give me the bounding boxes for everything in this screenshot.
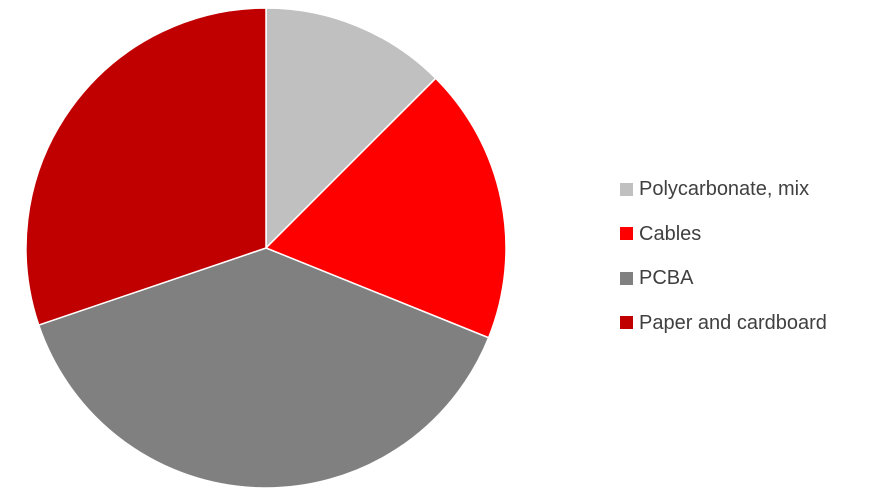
legend-label-polycarbonate: Polycarbonate, mix [639,178,810,201]
pie-slice-pcba [37,247,490,489]
legend-swatch-pcba [620,271,633,285]
legend-swatch-polycarbonate [620,182,633,196]
legend-item-cables: Cables [620,212,875,257]
legend-item-polycarbonate: Polycarbonate, mix [620,167,875,212]
legend-item-pcba: PCBA [620,256,875,301]
pie-slices [25,7,507,489]
legend: Polycarbonate, mix Cables PCBA Paper and… [620,167,875,345]
pie-slice-polycarbonate [265,7,437,249]
legend-swatch-paper-cardboard [620,316,633,330]
legend-label-cables: Cables [639,222,702,245]
legend-label-paper-cardboard: Paper and cardboard [639,311,827,334]
pie-slice-cables [265,77,507,339]
legend-item-paper-cardboard: Paper and cardboard [620,301,875,346]
legend-label-pcba: PCBA [639,267,694,290]
legend-swatch-cables [620,227,633,241]
pie-slice-paper-cardboard [25,7,267,326]
